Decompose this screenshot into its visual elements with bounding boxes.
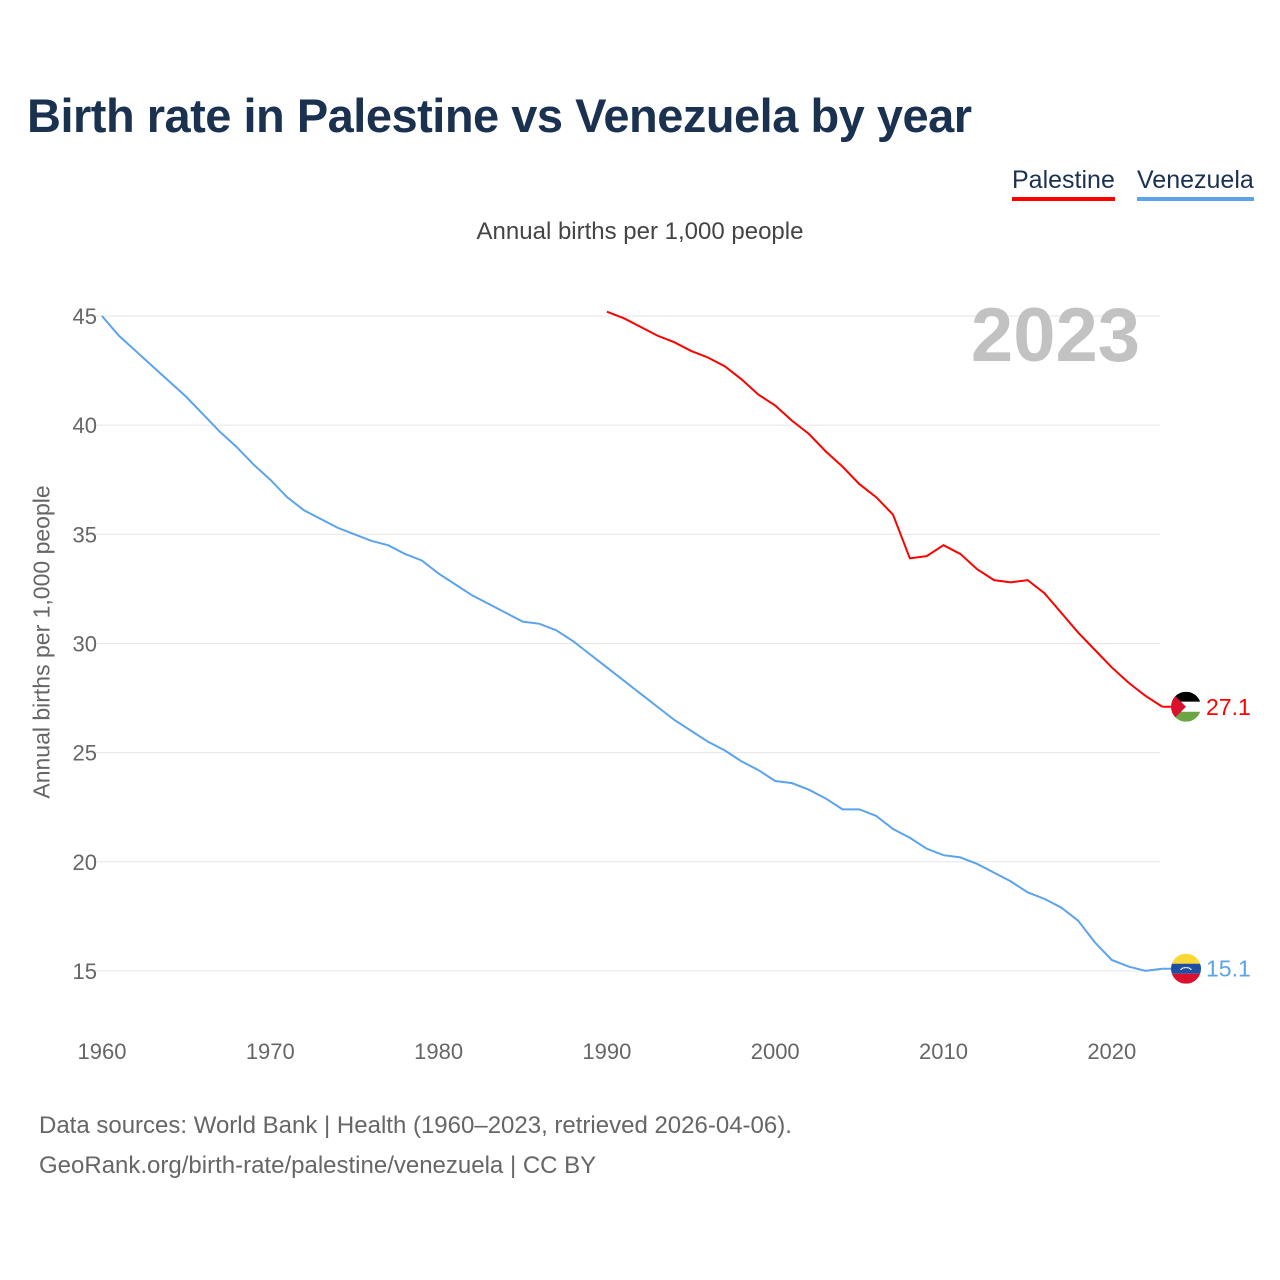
source-note: Data sources: World Bank | Health (1960–… [39,1106,792,1186]
chart-title: Birth rate in Palestine vs Venezuela by … [27,89,972,142]
end-value-label: 15.1 [1206,956,1251,982]
x-tick-label: 1990 [582,1039,631,1064]
y-tick-label: 20 [73,850,97,875]
y-tick-label: 45 [73,304,97,329]
year-label: 2023 [970,293,1140,378]
legend-palestine[interactable]: Palestine [1012,166,1115,201]
legend-venezuela[interactable]: Venezuela [1137,166,1254,201]
y-tick-label: 15 [73,959,97,984]
y-tick-label: 25 [73,741,97,766]
source-line-2: GeoRank.org/birth-rate/palestine/venezue… [39,1152,597,1179]
x-tick-label: 2000 [751,1039,800,1064]
y-tick-label: 30 [73,631,97,656]
chart-subtitle: Annual births per 1,000 people [476,218,804,245]
source-line-1: Data sources: World Bank | Health (1960–… [39,1112,792,1139]
x-tick-label: 1960 [78,1039,127,1064]
end-value-label: 27.1 [1206,694,1251,720]
x-tick-label: 2010 [919,1039,968,1064]
x-tick-label: 2020 [1087,1039,1136,1064]
venezuela-flag-icon [1171,953,1201,984]
x-tick-label: 1970 [246,1039,295,1064]
palestine-flag-icon [1171,691,1201,722]
y-tick-label: 40 [73,413,97,438]
series-line-venezuela [101,315,1163,972]
y-tick-label: 35 [73,522,97,547]
x-tick-label: 1980 [414,1039,463,1064]
series-line-palestine [606,310,1163,708]
